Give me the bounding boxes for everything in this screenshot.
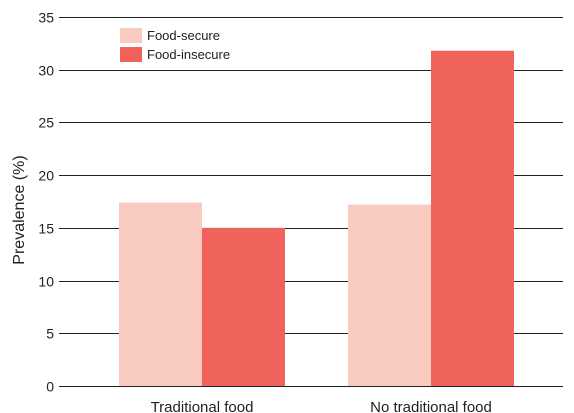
x-category-label: Traditional food	[151, 399, 254, 413]
y-tick-label: 20	[38, 168, 54, 184]
x-category-label: No traditional food	[370, 399, 492, 413]
y-tick-label: 35	[38, 10, 54, 26]
x-category-labels: Traditional food No traditional food	[151, 399, 492, 413]
y-axis-title: Prevalence (%)	[11, 155, 28, 264]
y-tick-label: 10	[38, 274, 54, 290]
legend-swatch-food-secure	[120, 28, 142, 43]
bar-food-secure-0	[119, 202, 202, 386]
y-tick-label: 0	[46, 379, 54, 395]
bar-food-insecure-0	[202, 227, 285, 386]
bars	[59, 50, 563, 387]
y-tick-label: 25	[38, 115, 54, 131]
y-tick-labels: 0 5 10 15 20 25 30 35	[38, 10, 54, 395]
bar-food-insecure-1	[431, 50, 514, 386]
y-tick-label: 5	[46, 326, 54, 342]
legend-label: Food-insecure	[147, 47, 230, 62]
y-tick-label: 15	[38, 221, 54, 237]
y-tick-label: 30	[38, 63, 54, 79]
bar-food-secure-1	[348, 204, 431, 386]
legend-label: Food-secure	[147, 28, 220, 43]
legend-swatch-food-insecure	[120, 47, 142, 62]
legend: Food-secure Food-insecure	[120, 28, 230, 62]
